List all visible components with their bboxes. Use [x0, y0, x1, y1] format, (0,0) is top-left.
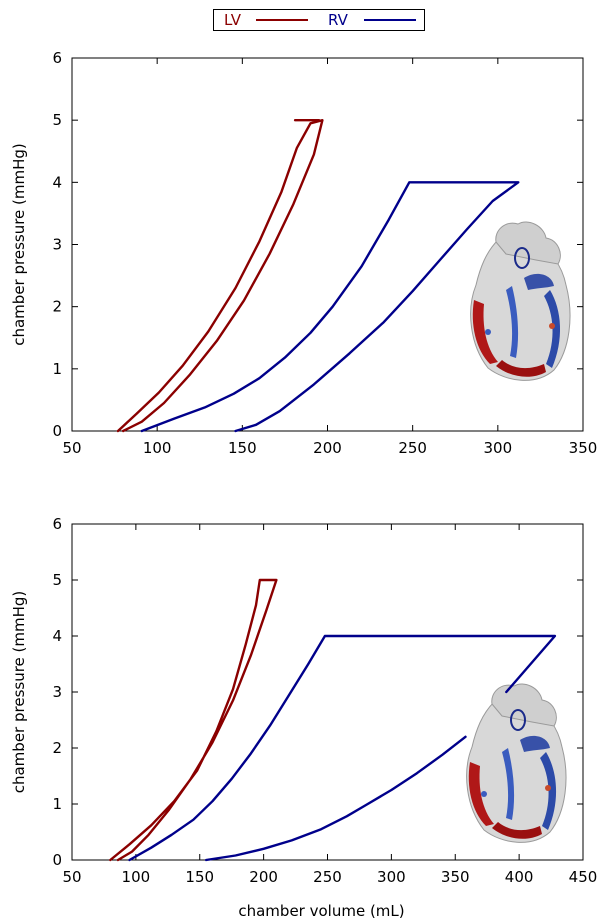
legend-label-lv: LV: [224, 11, 241, 29]
heart-lv-wall2-0: [496, 360, 546, 377]
heart-spot2-0: [549, 323, 555, 329]
x-tick-label-0-2: 150: [228, 439, 257, 457]
x-tick-label-1-0: 50: [62, 868, 81, 886]
x-tick-label-0-0: 50: [62, 439, 81, 457]
y-tick-label-0-2: 2: [52, 298, 62, 316]
x-tick-label-0-5: 300: [484, 439, 513, 457]
heart-lv-wall2-1: [492, 822, 542, 839]
x-tick-label-1-5: 300: [377, 868, 406, 886]
heart-septum-1: [502, 748, 515, 820]
x-tick-label-1-2: 150: [185, 868, 214, 886]
x-tick-label-1-6: 350: [441, 868, 470, 886]
x-axis-label-1: chamber volume (mL): [238, 902, 404, 920]
legend-swatch-rv: [364, 19, 416, 21]
chart-bottom: 50 100 150 200 250 300 350 400 450 0 1 2 3 4 5 6 chamber…: [10, 515, 598, 920]
y-tick-label-1-4: 4: [52, 627, 62, 645]
y-axis-label-0: chamber pressure (mmHg): [10, 143, 28, 346]
y-tick-label-0-6: 6: [52, 49, 62, 67]
y-axis-label-1: chamber pressure (mmHg): [10, 591, 28, 794]
series-line-1-1: [128, 634, 557, 862]
series-line-1-2: [204, 735, 467, 862]
y-tick-label-0-0: 0: [52, 422, 62, 440]
y-tick-label-1-1: 1: [52, 795, 62, 813]
series-line-0-0: [116, 118, 324, 433]
y-tick-label-0-1: 1: [52, 360, 62, 378]
x-tick-label-0-1: 100: [143, 439, 172, 457]
heart-ra-0: [524, 273, 554, 290]
x-tick-label-1-7: 400: [505, 868, 534, 886]
x-tick-label-1-4: 250: [313, 868, 342, 886]
heart-lv-wall-1: [468, 762, 494, 826]
y-tick-label-1-5: 5: [52, 571, 62, 589]
heart-inset-0: [470, 221, 571, 381]
x-tick-label-0-4: 250: [398, 439, 427, 457]
heart-vessels-1: [491, 683, 557, 727]
y-tick-label-1-0: 0: [52, 851, 62, 869]
y-tick-label-0-3: 3: [52, 236, 62, 254]
heart-spot-0: [485, 329, 491, 335]
heart-rv-wall-1: [540, 752, 557, 830]
x-tick-label-1-8: 450: [569, 868, 598, 886]
x-tick-label-0-3: 200: [313, 439, 342, 457]
heart-rv-wall-0: [544, 290, 561, 368]
heart-atrium-1: [510, 709, 526, 731]
x-tick-label-1-1: 100: [122, 868, 151, 886]
heart-inset-1: [466, 683, 567, 843]
heart-vessels-0: [495, 221, 561, 265]
y-tick-label-1-2: 2: [52, 739, 62, 757]
y-tick-label-0-5: 5: [52, 111, 62, 129]
y-tick-label-0-4: 4: [52, 173, 62, 191]
heart-spot-1: [481, 791, 487, 797]
heart-ra-1: [520, 735, 550, 752]
x-tick-label-1-3: 200: [249, 868, 278, 886]
y-tick-label-1-3: 3: [52, 683, 62, 701]
x-tick-label-0-6: 350: [569, 439, 598, 457]
heart-lv-wall-0: [472, 300, 498, 364]
heart-spot2-1: [545, 785, 551, 791]
heart-atrium-0: [514, 247, 530, 269]
legend-label-rv: RV: [328, 11, 348, 29]
series-line-0-2: [140, 181, 520, 433]
y-tick-label-1-6: 6: [52, 515, 62, 533]
series-line-1-0: [109, 578, 278, 862]
heart-septum-0: [506, 286, 519, 358]
legend-swatch-lv: [256, 19, 308, 21]
legend: LV RV: [213, 9, 425, 31]
